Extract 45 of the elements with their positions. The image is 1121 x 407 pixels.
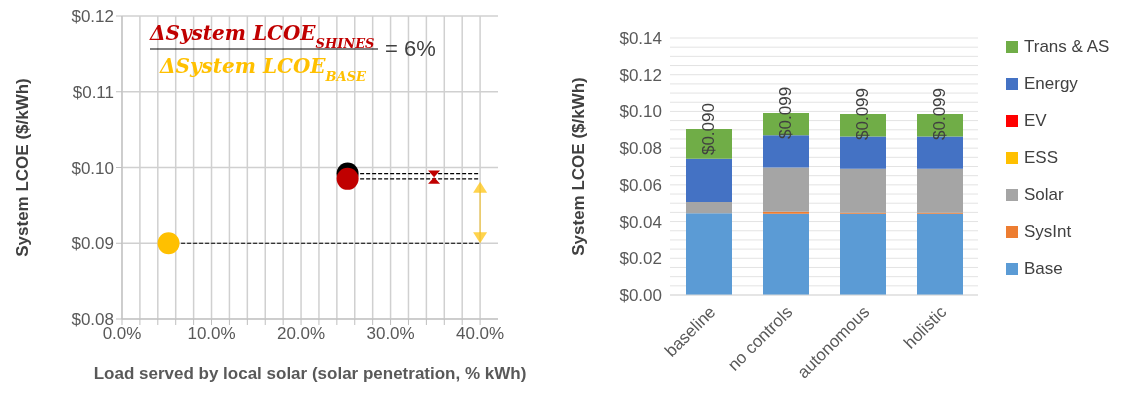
x-tick-label: 30.0% [366, 324, 415, 344]
total-label: $0.099 [930, 88, 950, 140]
bar [686, 158, 732, 202]
bar [686, 201, 732, 214]
total-label: $0.099 [776, 86, 796, 139]
bar [763, 213, 809, 295]
bar [763, 167, 809, 212]
y-tick-label: $0.10 [619, 102, 662, 122]
x-tick-label: 20.0% [276, 324, 326, 344]
y-tick-label: $0.14 [619, 29, 662, 49]
legend-label: Base [1024, 258, 1063, 279]
annotation: ΔSystem LCOE$_{BASE}$ [159, 54, 368, 84]
y-tick-label: $0.10 [71, 158, 114, 178]
bar [686, 213, 732, 295]
legend-label: SysInt [1024, 221, 1072, 242]
legend-label: Trans & AS [1024, 36, 1110, 57]
legend-label: Energy [1024, 73, 1078, 94]
y-tick-label: $0.12 [619, 65, 662, 85]
legend-label: ESS [1024, 147, 1059, 168]
y-tick-label: $0.00 [619, 286, 662, 306]
legend-label: EV [1024, 110, 1047, 131]
total-label: $0.090 [699, 103, 719, 156]
y-tick-label: $0.02 [619, 249, 662, 269]
y-tick-label: $0.08 [619, 139, 662, 159]
bar [840, 213, 886, 295]
x-axis-title: Load served by local solar (solar penetration, % kWh) [93, 364, 527, 383]
y-tick-label: $0.04 [619, 212, 662, 232]
y-tick-label: $0.11 [72, 82, 114, 102]
y-tick-label: $0.12 [71, 7, 114, 27]
x-tick-label: 10.0% [187, 324, 236, 344]
y-axis-title: System LCOE ($/kWh) [569, 77, 589, 256]
x-tick-label: 40.0% [455, 324, 505, 344]
annotation: = 6% [385, 36, 436, 61]
x-tick-label: 0.0% [102, 324, 142, 344]
y-tick-label: $0.06 [619, 175, 662, 195]
bar [917, 168, 963, 213]
annotation: ΔSystem LCOE$_{SHINES}$ [149, 21, 375, 51]
point [336, 167, 359, 190]
bar [917, 213, 963, 295]
bar [840, 168, 886, 213]
point [157, 232, 180, 255]
legend-label: Solar [1024, 184, 1064, 205]
y-tick-label: $0.09 [71, 234, 114, 254]
total-label: $0.099 [853, 88, 873, 140]
y-axis-title: System LCOE ($/kWh) [13, 78, 33, 257]
